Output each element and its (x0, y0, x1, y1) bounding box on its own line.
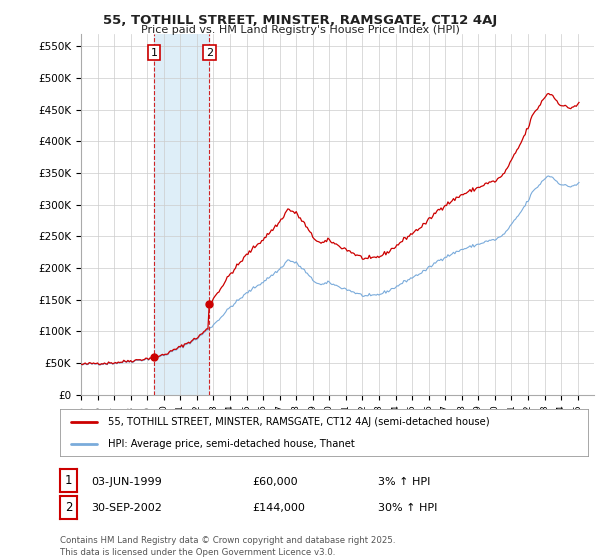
Text: 55, TOTHILL STREET, MINSTER, RAMSGATE, CT12 4AJ: 55, TOTHILL STREET, MINSTER, RAMSGATE, C… (103, 14, 497, 27)
Text: 55, TOTHILL STREET, MINSTER, RAMSGATE, CT12 4AJ (semi-detached house): 55, TOTHILL STREET, MINSTER, RAMSGATE, C… (107, 417, 489, 427)
Text: £144,000: £144,000 (252, 503, 305, 514)
Text: Contains HM Land Registry data © Crown copyright and database right 2025.
This d: Contains HM Land Registry data © Crown c… (60, 536, 395, 557)
Text: 2: 2 (206, 48, 213, 58)
Text: Price paid vs. HM Land Registry's House Price Index (HPI): Price paid vs. HM Land Registry's House … (140, 25, 460, 35)
Text: 03-JUN-1999: 03-JUN-1999 (91, 477, 162, 487)
Text: £60,000: £60,000 (252, 477, 298, 487)
Text: 30-SEP-2002: 30-SEP-2002 (91, 503, 162, 514)
Text: 1: 1 (151, 48, 158, 58)
Bar (154, 34, 209, 395)
Text: 3% ↑ HPI: 3% ↑ HPI (378, 477, 430, 487)
Text: HPI: Average price, semi-detached house, Thanet: HPI: Average price, semi-detached house,… (107, 438, 354, 449)
Text: 2: 2 (65, 501, 72, 514)
Text: 1: 1 (65, 474, 72, 487)
Text: 30% ↑ HPI: 30% ↑ HPI (378, 503, 437, 514)
